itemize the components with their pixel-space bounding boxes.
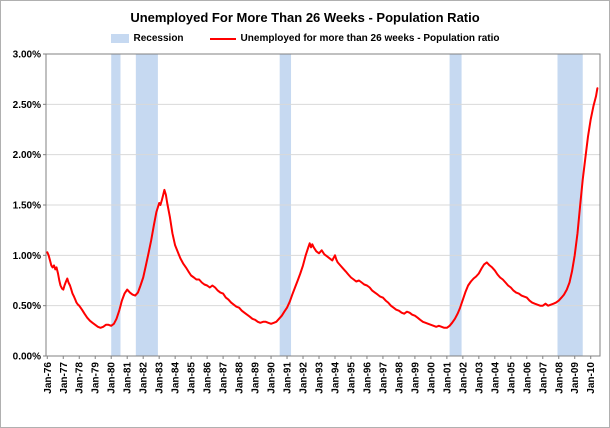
x-tick-label: Jan-03 [474,362,485,394]
series-line-swatch [209,37,236,40]
x-tick-label: Jan-96 [362,362,373,394]
chart-canvas: 0.00% 0.50% 1.00% 1.50% 2.00% 2.50% 3.00% Jan-7… [13,50,601,394]
x-tick-label: Jan-79 [91,362,102,394]
legend-series-label: Unemployed for more than 26 weeks - Popu… [240,33,500,44]
x-tick-label: Jan-09 [570,362,581,394]
x-tick-label: Jan-08 [554,362,565,394]
x-tick-label: Jan-97 [378,362,389,394]
x-tick-label: Jan-83 [155,362,166,394]
x-tick-label: Jan-04 [490,362,501,394]
recession-swatch [110,34,129,43]
x-tick-label: Jan-92 [299,362,310,394]
x-tick-label: Jan-90 [267,362,278,394]
y-tick-label: 1.50% [13,201,41,212]
chart-title: Unemployed For More Than 26 Weeks - Popu… [130,10,480,25]
x-tick-label: Jan-76 [43,362,54,394]
x-tick-label: Jan-07 [538,362,549,394]
x-tick-label: Jan-94 [330,362,341,394]
x-tick-label: Jan-88 [235,362,246,394]
x-tick-label: Jan-85 [187,362,198,394]
x-tick-label: Jan-77 [59,362,70,394]
y-tick-label: 2.50% [13,100,41,111]
x-tick-label: Jan-02 [458,362,469,394]
y-tick-label: 3.00% [13,50,41,61]
x-tick-label: Jan-95 [346,362,357,394]
x-tick-label: Jan-82 [139,362,150,394]
y-tick-label: 1.00% [13,251,41,262]
x-tick-label: Jan-99 [410,362,421,394]
y-tick-label: 2.00% [13,150,41,161]
chart-legend: Recession Unemployed for more than 26 we… [1,33,609,44]
legend-recession-label: Recession [133,33,184,44]
series-line [46,87,599,329]
x-tick-label: Jan-91 [283,362,294,394]
x-tick-label: Jan-10 [586,362,597,394]
x-tick-label: Jan-93 [315,362,326,394]
x-tick-label: Jan-05 [506,362,517,394]
plot-area: 0.00% 0.50% 1.00% 1.50% 2.00% 2.50% 3.00% Jan-7… [4,50,609,413]
x-tick-label: Jan-06 [522,362,533,394]
legend-item-recession: Recession [110,33,184,44]
x-tick-label: Jan-78 [75,362,86,394]
x-tick-label: Jan-89 [251,362,262,394]
x-tick-label: Jan-98 [394,362,405,394]
x-tick-label: Jan-01 [442,362,453,394]
x-tick-label: Jan-00 [426,362,437,394]
x-tick-label: Jan-84 [171,362,182,394]
legend-item-series: Unemployed for more than 26 weeks - Popu… [209,33,500,44]
x-tick-label: Jan-87 [219,362,230,394]
y-tick-label: 0.50% [13,301,41,312]
x-tick-label: Jan-80 [107,362,118,394]
x-tick-label: Jan-86 [203,362,214,394]
x-tick-label: Jan-81 [123,362,134,394]
y-tick-label: 0.00% [13,352,41,363]
